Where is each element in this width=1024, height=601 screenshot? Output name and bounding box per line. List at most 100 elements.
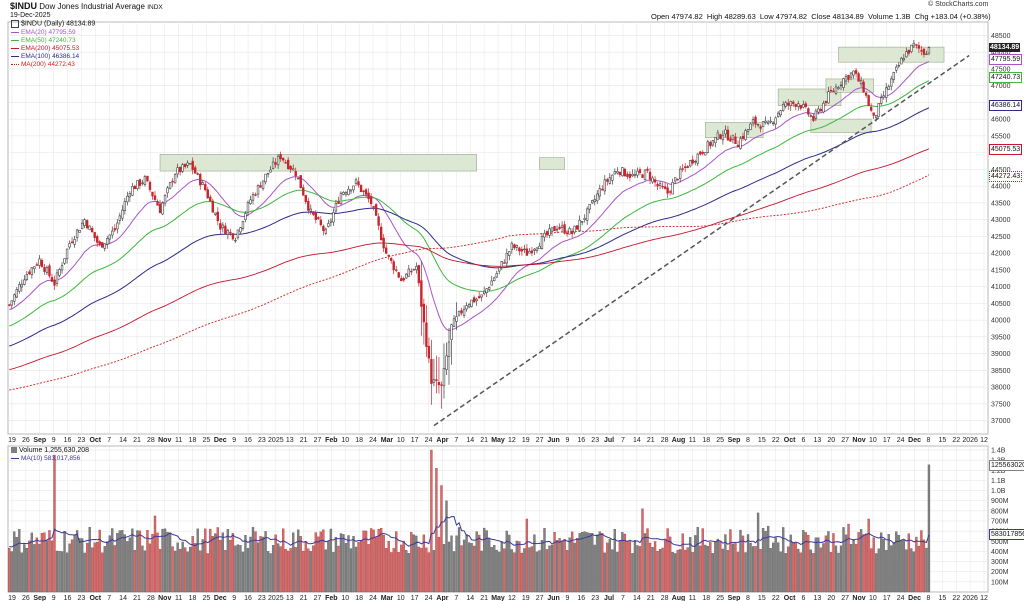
volume-bar: [704, 544, 707, 593]
candle-body: [694, 160, 697, 163]
volume-bar: [709, 542, 712, 593]
volume-bar: [643, 533, 647, 593]
candle-body: [65, 248, 69, 260]
candle-body: [128, 193, 132, 198]
candle-body: [327, 223, 330, 227]
candle-body: [696, 153, 699, 164]
candle-body: [553, 226, 556, 232]
volume-bar: [470, 543, 473, 593]
volume-bar: [799, 552, 802, 593]
volume-bar: [864, 533, 868, 593]
volume-bar: [78, 538, 81, 593]
candle-body: [776, 112, 780, 117]
volume-legend: Volume 1,255,630,208 MA(10) 583,017,856: [11, 447, 89, 463]
candle-body: [799, 105, 802, 109]
candle-body: [8, 304, 11, 306]
candle-body: [920, 50, 923, 52]
candle-body: [106, 238, 109, 245]
volume-bar: [849, 543, 853, 593]
x-tick-label: 12: [508, 437, 516, 444]
candle-body: [766, 121, 770, 125]
volume-bar: [618, 540, 622, 593]
chart-date: 19-Dec-2025: [10, 12, 51, 19]
candle-body: [196, 173, 199, 175]
volume-bar: [136, 530, 139, 593]
candle-body: [10, 300, 13, 306]
candle-body: [475, 298, 478, 302]
volume-bar: [266, 551, 270, 593]
candle-body: [395, 269, 398, 271]
volume-bar: [467, 542, 471, 593]
volume-bar: [570, 531, 574, 593]
volume-bar: [493, 544, 496, 593]
volume-bar: [402, 540, 405, 593]
x-tick-label-vol: 23: [78, 595, 86, 601]
candle-body: [447, 341, 451, 357]
candle-body: [209, 196, 212, 202]
x-tick-label-vol: 17: [411, 595, 419, 601]
volume-bar: [284, 549, 287, 593]
x-tick-label: 25: [203, 437, 211, 444]
candle-body: [357, 181, 360, 186]
y-tick-label: 47000: [991, 83, 1011, 90]
volume-bar: [20, 552, 23, 593]
candle-body: [641, 174, 644, 178]
vol-tick-label: 1.1B: [991, 478, 1006, 485]
change-value: +183.04 (+0.38%): [930, 12, 991, 21]
volume-bar: [55, 550, 59, 593]
x-tick-label-vol: 17: [883, 595, 891, 601]
volume-bar: [917, 545, 921, 593]
volume-bar: [317, 536, 320, 593]
x-tick-label: 13: [813, 437, 821, 444]
trendline: [433, 54, 970, 427]
candle-body: [146, 175, 149, 182]
candle-body: [462, 308, 466, 316]
x-tick-label-vol: Nov: [158, 595, 171, 601]
x-tick-label: 9: [232, 437, 236, 444]
volume-bar: [194, 543, 197, 593]
volume-bar: [123, 534, 127, 593]
x-tick-label: 18: [702, 437, 710, 444]
volume-bar: [900, 540, 903, 593]
candle-body: [369, 196, 373, 205]
volume-bar: [309, 551, 312, 593]
candle-body: [334, 203, 338, 212]
x-tick-label: 2025: [268, 437, 284, 444]
volume-bar: [382, 534, 385, 593]
volume-bar: [716, 538, 720, 593]
x-tick-label: 28: [147, 437, 155, 444]
candle-body: [332, 212, 335, 223]
volume-bar: [819, 547, 823, 593]
candle-body: [156, 201, 159, 206]
candle-body: [138, 179, 142, 186]
volume-bar: [347, 535, 350, 593]
volume-bar: [244, 535, 247, 593]
candle-body: [616, 171, 619, 174]
volume-bar: [405, 549, 408, 593]
candle-body: [626, 173, 629, 177]
candle-body: [435, 379, 438, 381]
candle-body: [892, 72, 895, 80]
candle-body: [895, 66, 898, 71]
candle-body: [246, 201, 250, 213]
volume-bar: [334, 536, 338, 593]
zone-rect: [539, 157, 565, 170]
x-tick-label: 18: [189, 437, 197, 444]
volume-bar: [462, 539, 466, 593]
volume-bar: [319, 531, 323, 593]
x-tick-label: Apr: [436, 437, 448, 444]
candle-body: [214, 212, 217, 215]
x-tick-label-vol: Nov: [852, 595, 865, 601]
volume-bar: [684, 549, 687, 593]
y-tick-label: 47500: [991, 66, 1011, 73]
ohlc-readout: Open 47974.82 High 48289.63 Low 47974.82…: [651, 12, 991, 21]
volume-bar: [701, 528, 704, 593]
volume-bar: [352, 536, 355, 593]
candle-body: [251, 194, 255, 201]
volume-bar: [623, 533, 627, 593]
candle-body: [294, 171, 297, 177]
volume-bar: [397, 552, 400, 593]
legend-price: $INDU (Daily) 48134.89: [11, 20, 95, 29]
volume-bar: [626, 540, 629, 593]
